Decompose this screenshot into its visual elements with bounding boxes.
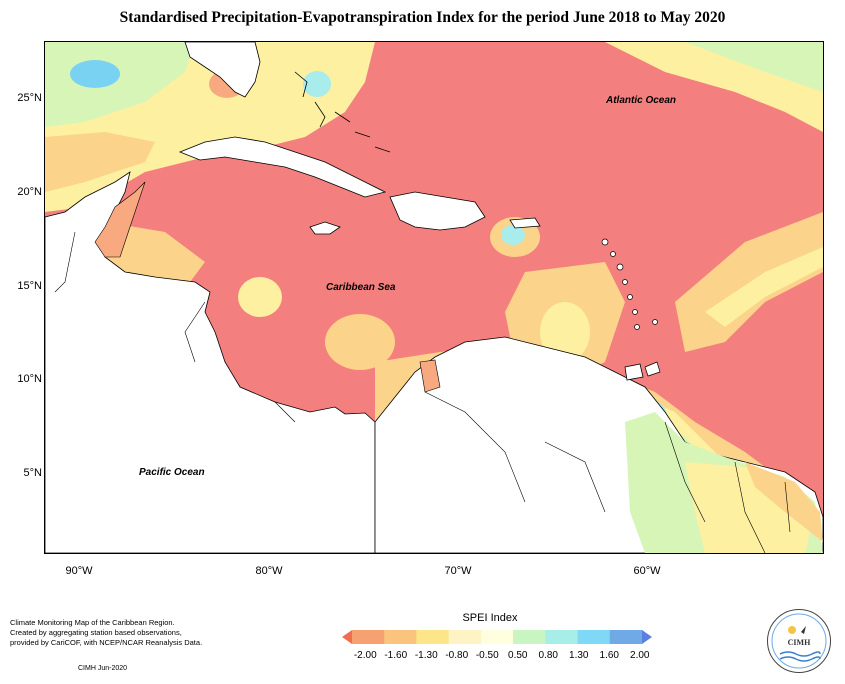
legend-swatch (448, 630, 482, 644)
gulf-dry-band (45, 132, 155, 192)
legend-swatch (384, 630, 417, 644)
yucatan-peninsula (94, 181, 146, 258)
spei-map (44, 41, 824, 554)
map-title: Standardised Precipitation-Evapotranspir… (119, 9, 726, 26)
legend-tick: 1.30 (569, 650, 589, 661)
lat-label-10n: 10°N (17, 373, 42, 385)
credits-line-1: Climate Monitoring Map of the Caribbean … (10, 618, 175, 627)
atlantic-wet-zone (685, 42, 823, 92)
hispaniola-island (389, 191, 486, 231)
legend-tick: -1.60 (384, 650, 408, 661)
jamaica-island (309, 221, 341, 235)
legend-swatches (352, 630, 643, 644)
legend-tick: 0.80 (538, 650, 558, 661)
lat-label-25n: 25°N (17, 92, 42, 104)
legend-tick-labels: -2.00 -1.60 -1.30 -0.80 -0.50 0.50 0.80 1.30 1.6… (350, 650, 655, 661)
legend-arrow-left (342, 630, 352, 644)
spei-map-canvas (45, 42, 823, 553)
credits-line-3: provided by CariCOF, with NCEP/NCAR Rean… (10, 638, 203, 647)
country-borders (54, 231, 791, 553)
legend-title: SPEI Index (462, 612, 518, 624)
honduras-mild-spot (238, 277, 282, 317)
pacific-ocean-label: Pacific Ocean (139, 467, 205, 478)
legend-tick: -0.50 (475, 650, 499, 661)
gulf-very-wet-spot (70, 60, 120, 88)
lat-label-5n: 5°N (23, 467, 42, 479)
lat-label-15n: 15°N (17, 280, 42, 292)
logo-acronym: CIMH (787, 638, 811, 647)
legend-tick: -1.30 (414, 650, 438, 661)
puerto-rico-island (509, 217, 541, 229)
bahamas-islands (294, 71, 391, 153)
legend-color-bar (342, 630, 652, 644)
lon-label-70w: 70°W (444, 565, 472, 577)
lon-label-80w: 80°W (255, 565, 283, 577)
lon-label-90w: 90°W (65, 565, 93, 577)
lat-label-20n: 20°N (17, 186, 42, 198)
legend-tick: 0.50 (508, 650, 528, 661)
legend-swatch (352, 630, 385, 644)
cimh-logo-art (771, 613, 827, 669)
legend-swatch (416, 630, 450, 644)
legend-arrow-right (642, 630, 652, 644)
legend-swatch (545, 630, 579, 644)
credits-date: CIMH Jun-2020 (78, 665, 128, 672)
cimh-logo: CIMH (767, 609, 831, 673)
caribbean-moderate-spot (325, 314, 395, 370)
legend-tick: 2.00 (630, 650, 650, 661)
legend-tick: -2.00 (353, 650, 377, 661)
map-credits: Climate Monitoring Map of the Caribbean … (10, 618, 202, 648)
puerto-rico-wet-spot (501, 225, 525, 245)
legend-swatch (480, 630, 514, 644)
trinidad-island (624, 363, 644, 381)
central-america-landmass (45, 171, 376, 553)
cuba-island (178, 136, 387, 198)
bahamas-wet-spot (303, 71, 331, 97)
legend-swatch (577, 630, 611, 644)
florida-landmass (184, 42, 261, 98)
lon-label-60w: 60°W (633, 565, 661, 577)
atlantic-mild-band (705, 247, 823, 327)
legend-tick: 1.60 (599, 650, 619, 661)
caribbean-sea-label: Caribbean Sea (326, 282, 396, 293)
antilles-mild-spot (540, 302, 590, 362)
lesser-antilles-islands (601, 238, 661, 377)
legend-swatch (609, 630, 643, 644)
legend-swatch (513, 630, 546, 644)
credits-line-2: Created by aggregating station based obs… (10, 628, 182, 637)
legend-tick: -0.80 (445, 650, 469, 661)
french-guiana-moderate (745, 462, 823, 542)
atlantic-ocean-label: Atlantic Ocean (606, 95, 677, 106)
lake-maracaibo (419, 359, 441, 393)
